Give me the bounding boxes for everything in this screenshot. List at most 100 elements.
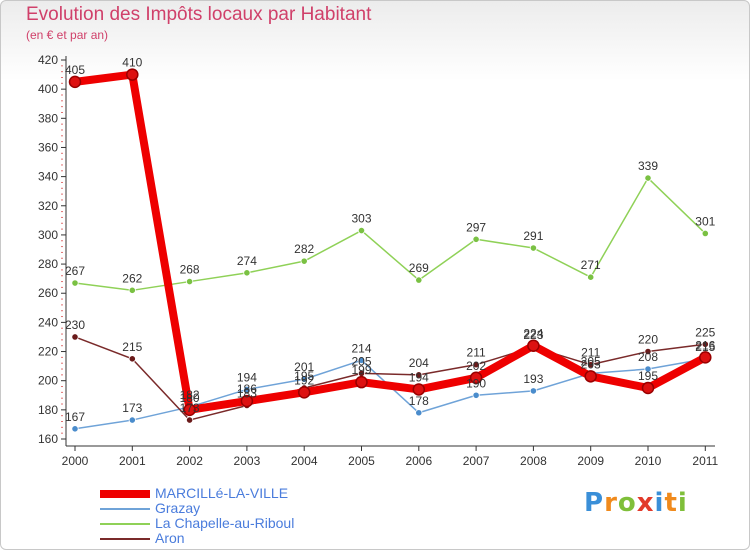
data-point-aron	[71, 333, 79, 341]
data-label-grazay: 173	[122, 401, 142, 415]
legend: MARCILLé-LA-VILLE Grazay La Chapelle-au-Ri…	[100, 486, 360, 546]
x-tick-label: 2008	[520, 454, 547, 468]
data-point-la-chapelle-au-riboul	[644, 174, 652, 182]
y-tick-label: 340	[38, 170, 58, 184]
y-tick-label: 220	[38, 345, 58, 359]
axes: 160 180 200 220 240 260 280 300 320 340 360 380 400 4…	[38, 53, 719, 468]
series-line-marcill-la-ville	[71, 70, 710, 414]
legend-label: Aron	[155, 530, 185, 546]
data-label-aron: 220	[638, 333, 658, 347]
proxiti-logo: Proxiti	[584, 488, 688, 518]
data-point-grazay	[71, 425, 79, 433]
data-label-marcill-la-ville: 186	[237, 382, 257, 396]
x-tick-label: 2004	[291, 454, 318, 468]
data-label-aron: 183	[237, 386, 257, 400]
data-label-grazay: 208	[638, 350, 658, 364]
data-point-la-chapelle-au-riboul	[701, 229, 709, 238]
data-label-la-chapelle-au-riboul: 268	[180, 263, 200, 277]
y-tick-label: 280	[38, 257, 58, 271]
data-point-la-chapelle-au-riboul	[415, 276, 423, 284]
data-label-aron: 225	[695, 325, 715, 339]
data-label-la-chapelle-au-riboul: 262	[122, 271, 142, 285]
y-tick-label: 200	[38, 374, 58, 388]
data-point-la-chapelle-au-riboul	[128, 286, 136, 294]
y-tick-label: 180	[38, 403, 58, 417]
data-label-grazay: 215	[695, 340, 715, 354]
chart-title: Evolution des Impôts locaux par Habitant	[26, 4, 372, 25]
data-label-marcill-la-ville: 192	[294, 373, 314, 387]
data-label-marcill-la-ville: 216	[695, 338, 715, 352]
data-point-marcill-la-ville	[412, 383, 426, 396]
data-point-marcill-la-ville	[584, 370, 597, 383]
x-tick-label: 2005	[348, 454, 375, 468]
data-label-aron: 223	[523, 328, 543, 342]
data-label-grazay: 178	[409, 394, 429, 408]
legend-swatch	[100, 490, 150, 498]
data-point-grazay	[415, 409, 423, 417]
data-point-aron	[472, 361, 480, 369]
data-label-marcill-la-ville: 224	[523, 327, 543, 341]
data-point-marcill-la-ville	[240, 394, 254, 408]
series-line-grazay	[74, 358, 707, 430]
data-label-marcill-la-ville: 199	[351, 363, 371, 377]
x-tick-label: 2002	[176, 454, 203, 468]
data-point-aron	[186, 416, 194, 424]
x-tick-label: 2003	[234, 454, 261, 468]
logo-letter: o	[617, 488, 637, 518]
x-tick-label: 2007	[463, 454, 490, 468]
data-point-marcill-la-ville	[297, 386, 311, 399]
legend-swatch	[100, 508, 150, 510]
data-point-la-chapelle-au-riboul	[300, 257, 308, 265]
data-label-marcill-la-ville: 180	[180, 391, 200, 405]
data-label-aron: 195	[294, 369, 314, 383]
data-point-grazay	[472, 391, 480, 399]
x-tick-label: 2010	[635, 454, 662, 468]
legend-label: La Chapelle-au-Riboul	[155, 515, 295, 531]
data-label-aron: 230	[65, 318, 85, 332]
data-point-la-chapelle-au-riboul	[186, 277, 194, 286]
data-point-grazay	[644, 365, 652, 373]
data-point-grazay	[529, 387, 538, 395]
data-label-aron: 211	[581, 346, 600, 360]
data-label-aron: 215	[122, 340, 142, 354]
y-tick-label: 380	[38, 111, 58, 125]
y-tick-label: 260	[38, 286, 58, 300]
y-tick-label: 300	[38, 228, 58, 242]
data-label-la-chapelle-au-riboul: 271	[581, 258, 601, 272]
legend-item: Grazay	[100, 501, 360, 516]
y-tick-label: 160	[38, 432, 58, 446]
data-label-la-chapelle-au-riboul: 282	[294, 242, 314, 256]
legend-item: Aron	[100, 531, 360, 546]
data-label-aron: 205	[351, 354, 371, 368]
logo-letter: P	[584, 488, 605, 518]
y-tick-label: 400	[38, 82, 58, 96]
data-point-marcill-la-ville	[68, 75, 82, 89]
data-label-marcill-la-ville: 202	[466, 359, 486, 373]
data-label-aron: 173	[180, 401, 200, 415]
data-point-marcill-la-ville	[641, 381, 655, 395]
data-point-la-chapelle-au-riboul	[529, 244, 538, 252]
data-point-marcill-la-ville	[355, 375, 368, 389]
x-tick-label: 2000	[62, 454, 89, 468]
data-point-marcill-la-ville	[126, 68, 139, 81]
data-point-aron	[587, 361, 595, 369]
data-point-grazay	[357, 356, 366, 364]
data-point-marcill-la-ville	[469, 371, 483, 385]
data-label-marcill-la-ville: 195	[638, 369, 658, 383]
series-lines	[68, 68, 712, 433]
data-point-la-chapelle-au-riboul	[472, 235, 480, 243]
x-tick-label: 2011	[692, 454, 718, 468]
data-point-marcill-la-ville	[527, 339, 540, 352]
data-label-la-chapelle-au-riboul: 269	[409, 261, 429, 275]
data-label-grazay: 194	[237, 370, 257, 384]
y-tick-label: 320	[38, 199, 58, 213]
data-label-marcill-la-ville: 194	[409, 370, 429, 384]
x-tick-label: 2006	[405, 454, 432, 468]
data-point-marcill-la-ville	[699, 351, 712, 364]
x-tick-label: 2001	[119, 454, 146, 468]
data-label-la-chapelle-au-riboul: 301	[695, 214, 715, 228]
chart-subtitle: (en € et par an)	[26, 28, 109, 42]
series-line-aron	[74, 336, 707, 421]
